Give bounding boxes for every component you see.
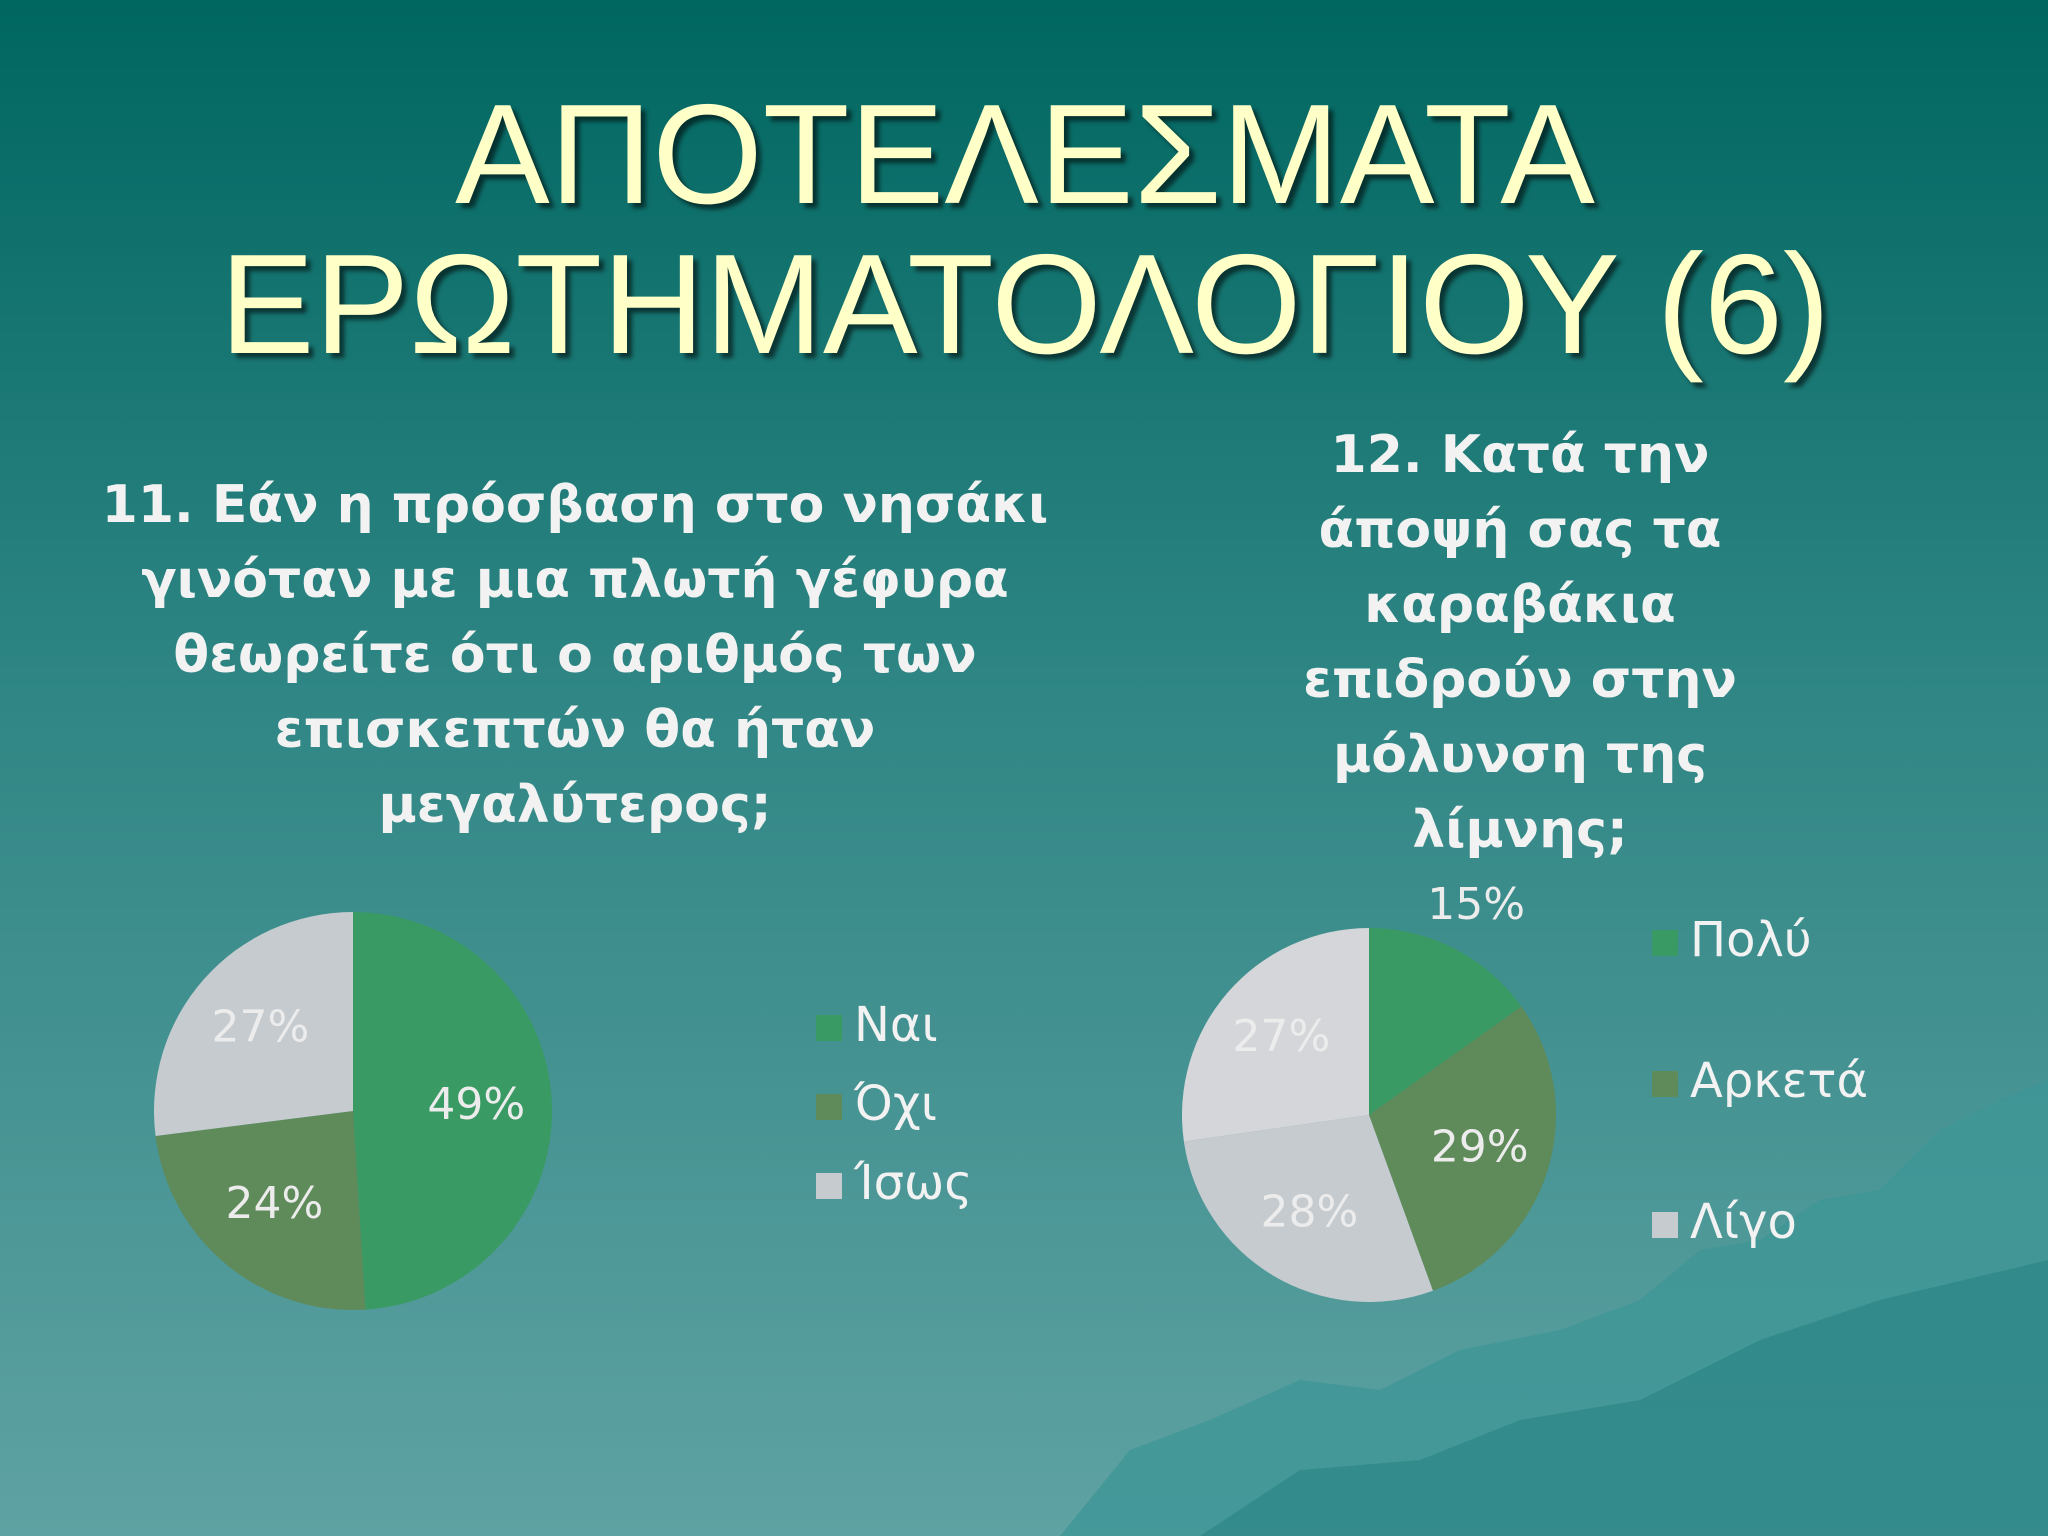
data-label: 24% (225, 1178, 323, 1229)
legend-label: Ίσως (853, 1155, 972, 1211)
pie-slice (1369, 928, 1522, 1115)
data-label: 27% (212, 1001, 310, 1052)
data-label: 15% (1427, 879, 1525, 930)
data-label: 29% (1431, 1121, 1529, 1172)
legend-swatch (816, 1094, 842, 1120)
legend-label: Αρκετά (1690, 1053, 1868, 1109)
chart-title: 12. Κατά την άποψή σας τα καραβάκια επιδ… (1303, 425, 1737, 860)
pie-slice (1182, 928, 1369, 1142)
legend-swatch (1652, 1212, 1678, 1238)
legend-swatch (1652, 1071, 1678, 1097)
legend-swatch (816, 1173, 842, 1199)
pie-slice (155, 1111, 366, 1310)
legend-swatch (816, 1015, 842, 1041)
data-label: 27% (1232, 1011, 1330, 1062)
pie-slice (1369, 1006, 1556, 1291)
legend-label: Λίγο (1690, 1194, 1797, 1250)
pie-slice (154, 912, 353, 1136)
data-label: 28% (1261, 1186, 1359, 1237)
data-label: 49% (427, 1079, 525, 1130)
legend-swatch (1652, 930, 1678, 956)
legend-label: Πολύ (1690, 912, 1812, 968)
chart-title: 11. Εάν η πρόσβαση στο νησάκι γινόταν με… (101, 475, 1049, 835)
mountain-decoration (1200, 1260, 2048, 1536)
pie-slice (1183, 1115, 1433, 1302)
legend-label: Ναι (854, 997, 938, 1053)
legend-label: Όχι (853, 1076, 937, 1132)
slide-title: ΑΠΟΤΕΛΕΣΜΑΤΑ ΕΡΩΤΗΜΑΤΟΛΟΓΙΟΥ (6) (219, 75, 1831, 384)
pie-slice (353, 912, 553, 1310)
